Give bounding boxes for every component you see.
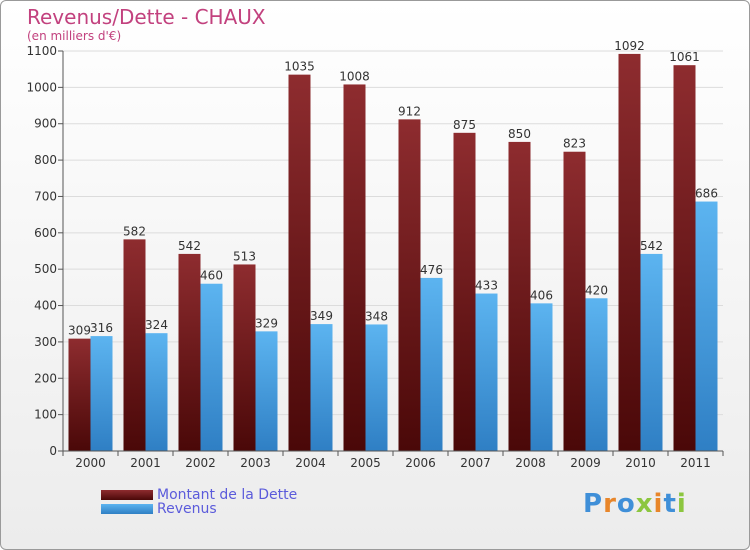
data-label-revenus: 329	[255, 316, 278, 330]
y-tick-label: 600	[34, 226, 57, 240]
bar-dette	[618, 53, 641, 452]
x-tick-label: 2005	[350, 456, 381, 470]
x-tick-label: 2008	[515, 456, 546, 470]
bar-dette	[178, 253, 201, 451]
data-label-dette: 542	[178, 239, 201, 253]
data-label-dette: 1035	[284, 60, 315, 74]
bar-revenus	[530, 303, 553, 451]
bar-dette	[673, 65, 696, 451]
y-tick-label: 0	[49, 444, 57, 458]
legend-swatch-dette	[101, 490, 153, 500]
data-label-dette: 912	[398, 104, 421, 118]
data-label-revenus: 348	[365, 309, 388, 323]
data-label-dette: 309	[68, 324, 91, 338]
x-tick-label: 2011	[680, 456, 711, 470]
data-label-revenus: 433	[475, 279, 498, 293]
bar-dette	[508, 141, 531, 451]
bar-revenus	[365, 324, 388, 451]
y-tick-label: 200	[34, 371, 57, 385]
x-tick-label: 2002	[185, 456, 216, 470]
data-label-revenus: 420	[585, 283, 608, 297]
bar-dette	[68, 338, 91, 451]
bar-revenus	[200, 283, 223, 451]
y-tick-label: 1100	[26, 44, 57, 58]
x-tick-label: 2007	[460, 456, 491, 470]
legend-label-revenus: Revenus	[157, 501, 217, 517]
bar-dette	[343, 84, 366, 452]
y-tick-label: 300	[34, 335, 57, 349]
bar-dette	[288, 74, 311, 452]
bar-dette	[123, 239, 146, 451]
bar-revenus	[255, 331, 278, 451]
bar-dette	[398, 119, 421, 451]
x-tick-label: 2009	[570, 456, 601, 470]
data-label-dette: 823	[563, 137, 586, 151]
bar-dette	[233, 264, 256, 451]
chart-title: Revenus/Dette - CHAUX	[27, 5, 266, 29]
logo-letter: P	[583, 489, 604, 519]
data-label-revenus: 542	[640, 239, 663, 253]
y-tick-label: 700	[34, 189, 57, 203]
data-label-dette: 1008	[339, 69, 370, 83]
bar-revenus	[145, 333, 168, 451]
bar-revenus	[475, 293, 498, 451]
chart-subtitle: (en milliers d'€)	[27, 29, 122, 43]
data-label-dette: 1061	[669, 50, 700, 64]
x-tick-label: 2003	[240, 456, 271, 470]
bar-revenus	[310, 324, 333, 451]
data-label-revenus: 406	[530, 288, 553, 302]
logo-letter: r	[603, 489, 617, 519]
bar-revenus	[90, 336, 113, 451]
data-label-dette: 582	[123, 224, 146, 238]
data-label-dette: 513	[233, 249, 256, 263]
proxiti-logo: Proxiti	[583, 489, 687, 519]
x-tick-label: 2001	[130, 456, 161, 470]
bar-dette	[453, 132, 476, 451]
y-tick-label: 1000	[26, 80, 57, 94]
data-label-dette: 875	[453, 118, 476, 132]
bar-revenus	[585, 298, 608, 451]
bar-revenus	[695, 201, 718, 451]
logo-letter: t	[663, 489, 677, 519]
y-tick-label: 500	[34, 262, 57, 276]
bars	[68, 53, 718, 452]
logo-letter: x	[635, 489, 654, 519]
data-label-revenus: 324	[145, 318, 168, 332]
data-label-dette: 1092	[614, 39, 645, 53]
x-tick-label: 2010	[625, 456, 656, 470]
y-tick-label: 400	[34, 299, 57, 313]
y-tick-label: 100	[34, 408, 57, 422]
data-label-dette: 850	[508, 127, 531, 141]
x-tick-label: 2004	[295, 456, 326, 470]
logo-letter: o	[616, 489, 636, 519]
y-tick-label: 800	[34, 153, 57, 167]
data-label-revenus: 686	[695, 187, 718, 201]
legend-item-dette: Montant de la Dette	[101, 487, 297, 503]
data-label-revenus: 476	[420, 263, 443, 277]
bar-revenus	[640, 253, 663, 451]
logo-letter: i	[676, 489, 687, 519]
x-tick-label: 2006	[405, 456, 436, 470]
data-label-revenus: 460	[200, 269, 223, 283]
legend-label-dette: Montant de la Dette	[157, 487, 298, 503]
axes: 0 100 200 300 400 500 600 700 800 900 1000 1100 2000…	[26, 44, 724, 470]
bar-revenus	[420, 277, 443, 451]
bar-dette	[563, 151, 586, 451]
x-tick-label: 2000	[75, 456, 106, 470]
legend-swatch-revenus	[101, 504, 153, 514]
data-label-revenus: 316	[90, 321, 113, 335]
y-tick-label: 900	[34, 117, 57, 131]
data-label-revenus: 349	[310, 309, 333, 323]
legend-item-revenus: Revenus	[101, 501, 217, 517]
value-labels: 309 316 582 324 542 460 513 329 1035 349 1008 348 91…	[68, 39, 718, 338]
logo-letter: i	[653, 489, 664, 519]
